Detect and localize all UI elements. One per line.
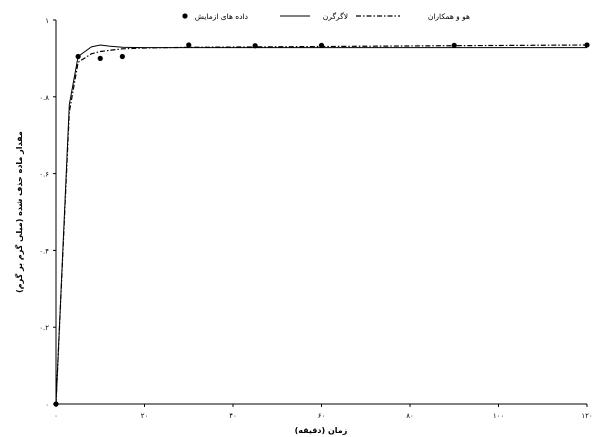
ho-series-line bbox=[55, 44, 588, 405]
y-tick-label: ۰ bbox=[45, 401, 49, 409]
legend: داده های ازمایش لاگرگرن هو و همکاران bbox=[182, 12, 470, 21]
x-tick-label: ۰ bbox=[54, 412, 58, 420]
x-tick-label: ۸۰ bbox=[406, 412, 414, 420]
axes bbox=[55, 20, 587, 405]
lagergren-series-line bbox=[55, 44, 587, 405]
y-tick-label: ۰.۶ bbox=[39, 171, 49, 179]
experimental-data-point bbox=[186, 42, 192, 48]
experimental-data-point bbox=[97, 55, 103, 62]
x-tick-label: ۱۰۰ bbox=[493, 412, 504, 420]
y-tick-label: ۱ bbox=[45, 17, 49, 25]
x-tick-label: ۴۰ bbox=[229, 412, 237, 420]
experimental-data-point bbox=[119, 53, 125, 60]
y-tick-label: ۰.۸ bbox=[39, 94, 49, 102]
x-ticks: ۰ ۲۰ ۴۰ ۶۰ ۸۰ ۱۰۰ ۱۲۰ bbox=[54, 404, 593, 420]
legend-label-experimental: داده های ازمایش bbox=[195, 12, 248, 21]
series-layer bbox=[53, 42, 590, 407]
y-tick-label: ۰.۴ bbox=[39, 247, 49, 255]
x-axis-title: زمان (دقیقه) bbox=[295, 426, 348, 435]
x-tick-label: ۱۲۰ bbox=[581, 412, 592, 420]
x-tick-label: ۶۰ bbox=[318, 412, 326, 420]
legend-marker-experimental bbox=[182, 13, 188, 19]
x-tick-label: ۲۰ bbox=[141, 412, 149, 420]
experimental-data-point bbox=[584, 42, 590, 48]
legend-label-ho: هو و همکاران bbox=[428, 12, 470, 21]
y-ticks: ۰ ۰.۲ ۰.۴ ۰.۶ ۰.۸ ۱ bbox=[39, 17, 56, 409]
y-tick-label: ۰.۲ bbox=[39, 324, 49, 332]
y-axis-title: مقدار ماده حذف شده (میلی گرم بر گرم) bbox=[14, 131, 24, 293]
legend-label-lagergren: لاگرگرن bbox=[323, 12, 348, 21]
